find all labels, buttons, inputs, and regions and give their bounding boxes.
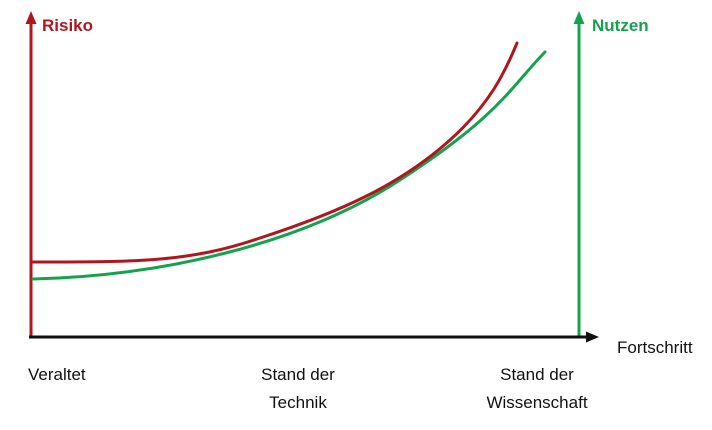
benefit-axis-label: Nutzen [592,16,649,35]
risk-axis-arrow-icon [25,11,37,24]
category-label-stand-der-technik-line-1: Stand der [261,365,335,384]
category-label-stand-der-wissenschaft-line-1: Stand der [500,365,574,384]
category-label-stand-der-wissenschaft-line-2: Wissenschaft [486,393,587,412]
progress-axis-label: Fortschritt [617,338,693,357]
category-label-veraltet: Veraltet [28,365,86,384]
risk-curve [31,41,519,264]
progress-axis-arrow-icon [586,331,599,343]
risk-axis-label: Risiko [42,16,93,35]
benefit-axis-arrow-icon [573,11,585,24]
benefit-curve [31,50,547,281]
category-label-stand-der-technik-line-2: Technik [269,393,327,412]
